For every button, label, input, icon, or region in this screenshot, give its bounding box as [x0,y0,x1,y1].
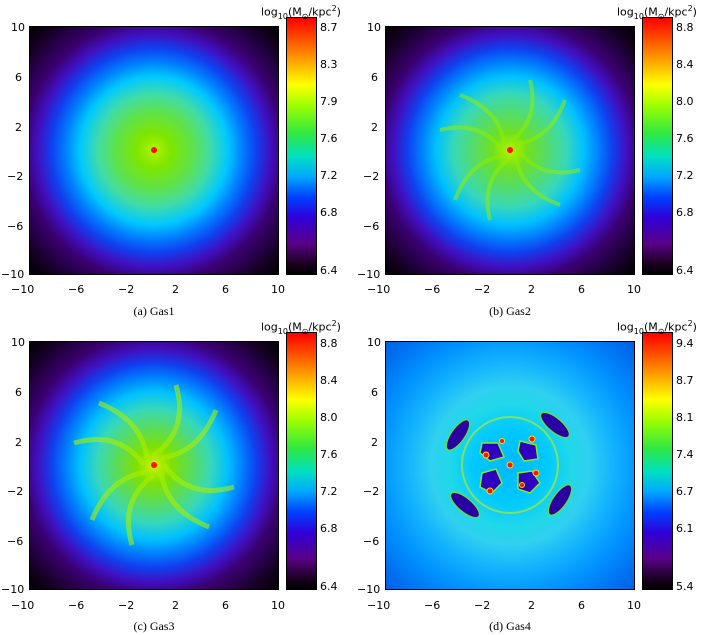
x-tick: 2 [528,599,535,612]
y-tick: −6 [363,220,380,233]
colorbar-tick: 6.8 [320,522,338,535]
colorbar-tick: 8.7 [320,21,338,34]
y-tick: 2 [15,121,22,134]
x-tick: −2 [474,599,491,612]
colorbar [286,17,317,275]
density-map-gas1 [29,26,279,275]
x-tick: 10 [271,283,285,296]
x-tick: 6 [578,599,585,612]
x-tick: 10 [271,599,285,612]
colorbar-unit-label: log10(M⊙/kpc2) [261,319,341,336]
colorbar-tick: 6.4 [320,264,338,277]
x-tick: −10 [367,283,391,296]
x-tick: 2 [528,283,535,296]
y-tick: 10 [367,336,381,349]
colorbar-unit-label: log10(M⊙/kpc2) [617,319,697,336]
y-tick: −6 [363,535,380,548]
core-marker [151,147,157,153]
colorbar-tick: 5.4 [676,580,694,593]
colorbar-tick: 9.4 [676,337,694,350]
spiral-arms [73,384,235,546]
y-tick: −10 [1,268,25,281]
y-tick: 2 [371,436,378,449]
colorbar [642,17,673,275]
x-tick: 6 [578,283,585,296]
colorbar-tick: 7.2 [320,169,338,182]
colorbar-tick: 7.4 [676,448,694,461]
colorbar-tick: 8.7 [676,374,694,387]
colorbar-tick: 8.1 [676,411,694,424]
x-tick: −6 [68,599,85,612]
colorbar-tick: 7.6 [320,132,338,145]
x-tick: −10 [11,599,35,612]
colorbar-tick: 8.0 [320,411,338,424]
y-tick: −2 [7,170,24,183]
colorbar-tick: 6.8 [676,206,694,219]
density-map-gas2 [385,26,635,275]
x-tick: −2 [474,283,491,296]
spiral-arms [439,79,581,221]
density-map-gas3 [29,341,279,590]
colorbar-tick: 8.0 [676,95,694,108]
colorbar-tick: 6.4 [676,264,694,277]
x-tick: 10 [627,283,641,296]
colorbar-tick: 8.4 [676,58,694,71]
density-map-gas4 [385,341,635,590]
colorbar [286,332,317,590]
fragmented-disk [445,411,573,519]
y-tick: −10 [357,268,381,281]
colorbar-unit-label: log10(M⊙/kpc2) [261,4,341,21]
colorbar-tick: 7.2 [320,485,338,498]
x-tick: −6 [424,283,441,296]
x-tick: 6 [222,599,229,612]
colorbar-tick: 6.8 [320,206,338,219]
colorbar-tick: 6.7 [676,485,694,498]
y-tick: −10 [1,583,25,596]
core-marker [151,462,157,468]
x-tick: 6 [222,283,229,296]
y-tick: −6 [7,220,24,233]
panel-caption: (a) Gas1 [133,304,175,318]
x-tick: −6 [68,283,85,296]
x-tick: −10 [367,599,391,612]
y-tick: 10 [11,336,25,349]
core-marker [507,147,513,153]
colorbar-tick: 7.6 [320,448,338,461]
y-tick: 6 [371,386,378,399]
y-tick: 2 [371,121,378,134]
y-tick: 10 [11,21,25,34]
colorbar-tick: 7.2 [676,169,694,182]
panel-caption: (c) Gas3 [133,619,175,633]
y-tick: 10 [367,21,381,34]
x-tick: −2 [118,283,135,296]
y-tick: 2 [15,436,22,449]
y-tick: −6 [7,535,24,548]
colorbar-tick: 8.3 [320,58,338,71]
x-tick: 2 [172,283,179,296]
y-tick: 6 [371,71,378,84]
y-tick: −10 [357,583,381,596]
colorbar-tick: 8.4 [320,374,338,387]
colorbar-tick: 8.8 [676,21,694,34]
colorbar-tick: 7.6 [676,132,694,145]
panel-caption: (b) Gas2 [489,304,531,318]
y-tick: −2 [7,485,24,498]
colorbar [642,332,673,590]
y-tick: 6 [15,71,22,84]
panel-caption: (d) Gas4 [489,619,531,633]
y-tick: 6 [15,386,22,399]
x-tick: 10 [627,599,641,612]
colorbar-tick: 6.4 [320,580,338,593]
y-tick: −2 [363,485,380,498]
colorbar-tick: 7.9 [320,95,338,108]
x-tick: −6 [424,599,441,612]
x-tick: 2 [172,599,179,612]
x-tick: −10 [11,283,35,296]
colorbar-tick: 8.8 [320,337,338,350]
y-tick: −2 [363,170,380,183]
colorbar-unit-label: log10(M⊙/kpc2) [617,4,697,21]
x-tick: −2 [118,599,135,612]
colorbar-tick: 6.1 [676,522,694,535]
